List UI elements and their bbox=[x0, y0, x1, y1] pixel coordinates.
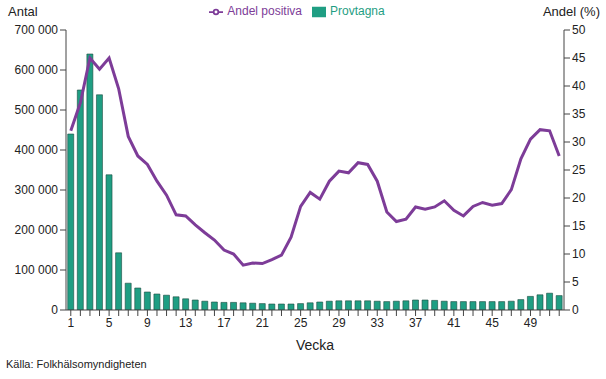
svg-text:5: 5 bbox=[572, 275, 579, 289]
svg-text:300 000: 300 000 bbox=[15, 183, 59, 197]
svg-text:21: 21 bbox=[256, 316, 270, 330]
svg-text:29: 29 bbox=[332, 316, 346, 330]
html-text:Andel (%): Andel (%) bbox=[542, 4, 600, 19]
svg-text:600 000: 600 000 bbox=[15, 63, 59, 77]
svg-text:33: 33 bbox=[371, 316, 385, 330]
svg-text:35: 35 bbox=[572, 107, 586, 121]
svg-text:10: 10 bbox=[572, 247, 586, 261]
svg-text:0: 0 bbox=[51, 303, 58, 317]
svg-text:50: 50 bbox=[572, 23, 586, 37]
svg-text:0: 0 bbox=[572, 303, 579, 317]
svg-text:40: 40 bbox=[572, 79, 586, 93]
svg-text:45: 45 bbox=[572, 51, 586, 65]
svg-text:30: 30 bbox=[572, 135, 586, 149]
svg-text:15: 15 bbox=[572, 219, 586, 233]
html-text:Andel positiva: Andel positiva bbox=[227, 4, 302, 18]
html-text:Källa: Folkhälsomyndigheten: Källa: Folkhälsomyndigheten bbox=[6, 358, 147, 370]
svg-text:Vecka: Vecka bbox=[296, 337, 334, 353]
svg-text:500 000: 500 000 bbox=[15, 103, 59, 117]
svg-text:37: 37 bbox=[409, 316, 423, 330]
svg-text:25: 25 bbox=[572, 163, 586, 177]
html-text:Provtagna: Provtagna bbox=[330, 4, 385, 18]
svg-text:700 000: 700 000 bbox=[15, 23, 59, 37]
svg-text:49: 49 bbox=[524, 316, 538, 330]
html-text:Antal: Antal bbox=[8, 4, 38, 19]
svg-text:100 000: 100 000 bbox=[15, 263, 59, 277]
svg-text:9: 9 bbox=[144, 316, 151, 330]
svg-text:400 000: 400 000 bbox=[15, 143, 59, 157]
svg-text:5: 5 bbox=[106, 316, 113, 330]
svg-text:17: 17 bbox=[217, 316, 231, 330]
svg-text:200 000: 200 000 bbox=[15, 223, 59, 237]
svg-text:45: 45 bbox=[485, 316, 499, 330]
svg-text:25: 25 bbox=[294, 316, 308, 330]
svg-text:20: 20 bbox=[572, 191, 586, 205]
svg-text:13: 13 bbox=[179, 316, 193, 330]
svg-text:41: 41 bbox=[447, 316, 461, 330]
svg-text:1: 1 bbox=[67, 316, 74, 330]
